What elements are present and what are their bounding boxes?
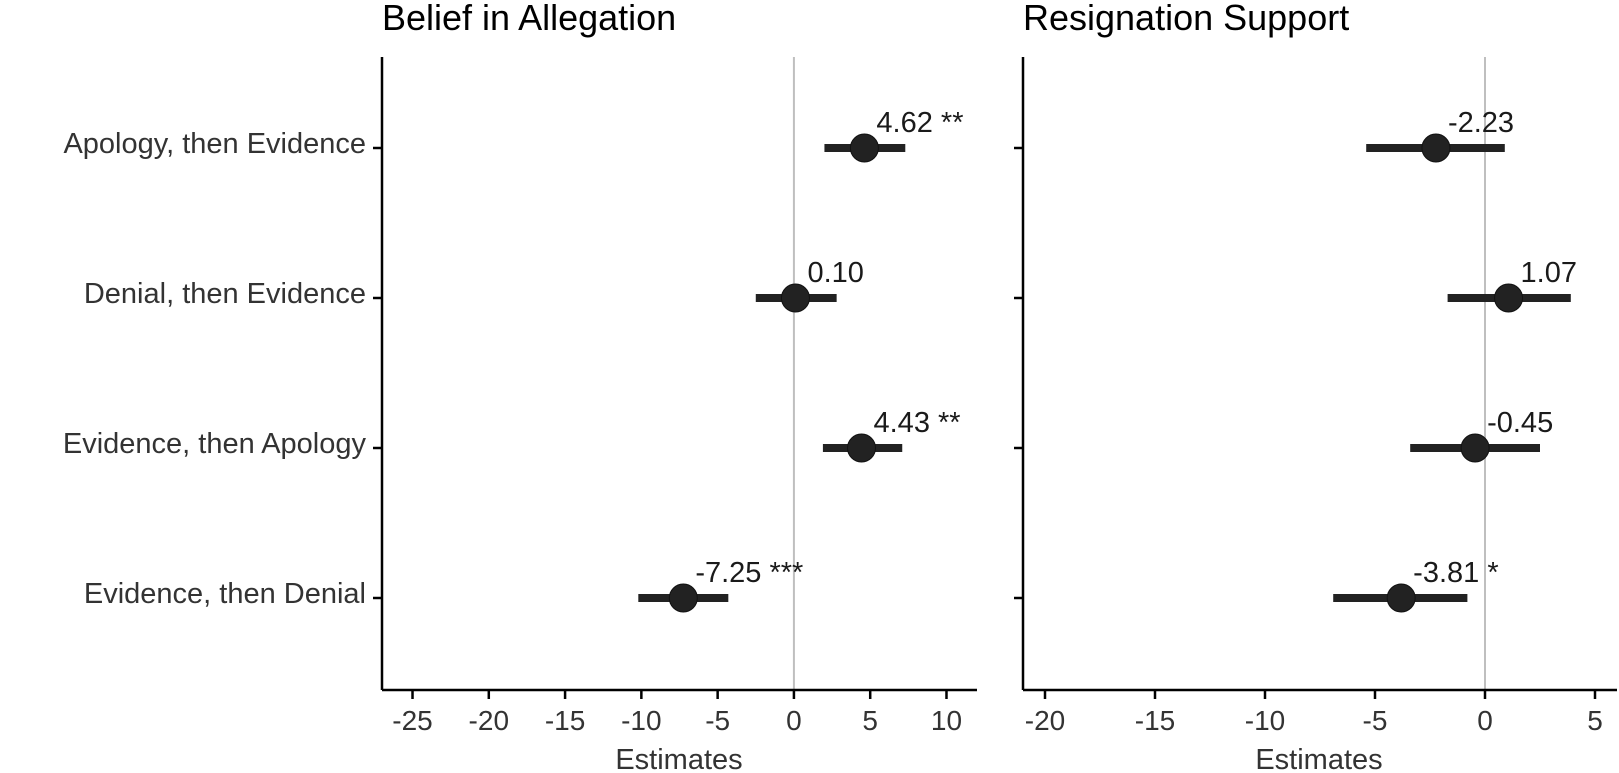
estimate-point: [668, 583, 698, 613]
estimate-point: [849, 133, 879, 163]
estimate-label: 4.43 **: [874, 407, 961, 439]
x-tick-label: -20: [469, 705, 509, 736]
x-tick-label: -15: [545, 705, 585, 736]
x-tick-label: 5: [862, 705, 878, 736]
estimate-point: [1386, 583, 1416, 613]
x-tick-label: -10: [621, 705, 661, 736]
x-tick-label: 0: [786, 705, 802, 736]
x-tick-label: -5: [1363, 705, 1388, 736]
x-tick-label: -15: [1135, 705, 1175, 736]
panel-title: Resignation Support: [1023, 0, 1349, 38]
x-axis-label: Estimates: [1255, 744, 1382, 773]
estimate-label: -7.25 ***: [695, 557, 803, 589]
x-tick-label: 0: [1477, 705, 1493, 736]
x-tick-label: -10: [1245, 705, 1285, 736]
x-tick-label: 10: [931, 705, 962, 736]
estimate-label: -0.45: [1487, 407, 1553, 439]
x-tick-label: -20: [1025, 705, 1065, 736]
estimate-label: 4.62 **: [876, 107, 963, 139]
category-label: Evidence, then Denial: [84, 578, 366, 610]
category-label: Denial, then Evidence: [84, 278, 366, 310]
category-label: Apology, then Evidence: [63, 128, 366, 160]
panel-belief-in-allegation: Belief in Allegation Estimates -25 -20 -15…: [373, 0, 977, 773]
category-labels: Apology, then Evidence Denial, then Evid…: [63, 128, 367, 610]
estimate-point: [1494, 283, 1524, 313]
estimate-label: 1.07: [1521, 257, 1577, 289]
estimate-point: [780, 283, 810, 313]
x-tick-label: -5: [705, 705, 730, 736]
x-axis-label: Estimates: [615, 744, 742, 773]
x-tick-label: -25: [392, 705, 432, 736]
category-label: Evidence, then Apology: [63, 428, 367, 460]
estimate-label: -2.23: [1448, 107, 1514, 139]
estimate-point: [1460, 433, 1490, 463]
estimate-label: 0.10: [807, 257, 863, 289]
x-tick-label: 5: [1587, 705, 1603, 736]
estimate-point: [847, 433, 877, 463]
panel-title: Belief in Allegation: [382, 0, 676, 38]
estimate-label: -3.81 *: [1413, 557, 1498, 589]
estimate-point: [1421, 133, 1451, 163]
panel-resignation-support: Resignation Support Estimates -20 -15 -10 -…: [1014, 0, 1617, 773]
